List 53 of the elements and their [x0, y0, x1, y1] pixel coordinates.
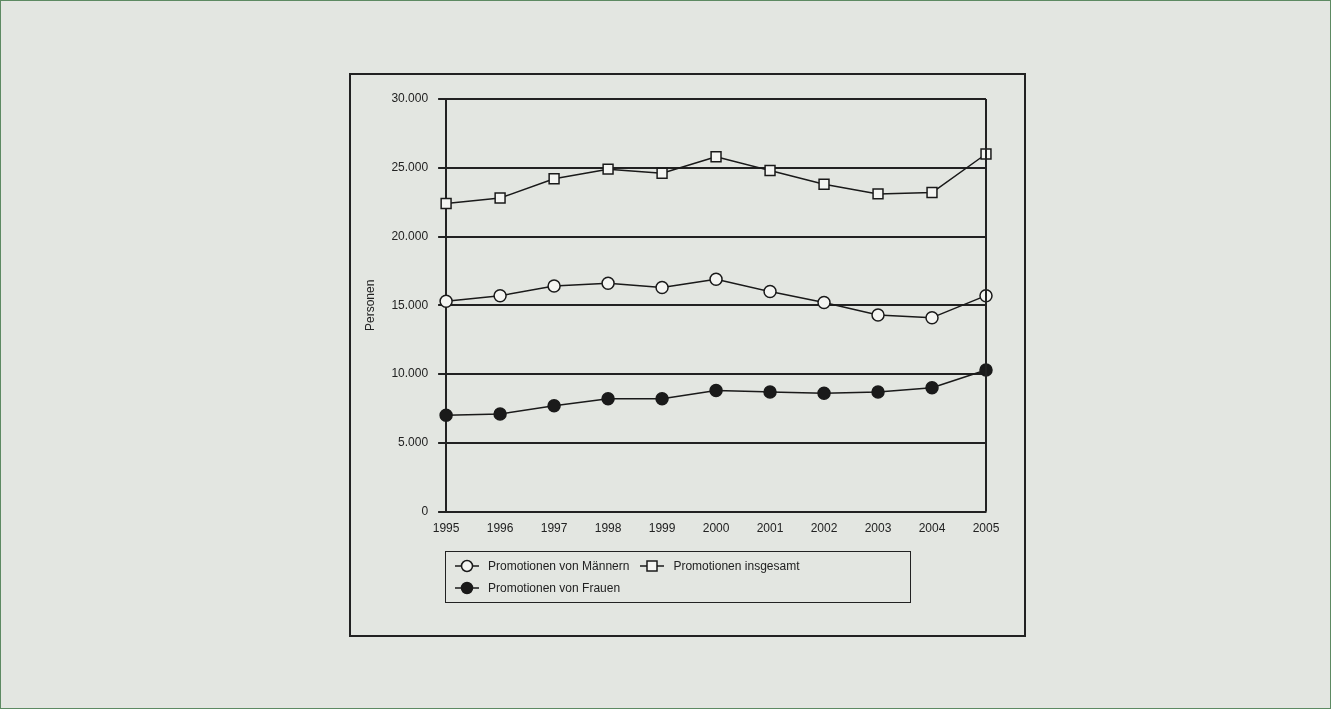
point	[818, 178, 830, 190]
point	[655, 280, 669, 295]
legend-label: Promotionen von Männern	[488, 559, 630, 573]
x-tick-label: 2000	[702, 521, 730, 536]
x-tick-label: 2003	[864, 521, 892, 536]
point	[872, 188, 884, 200]
x-tick-label: 2001	[756, 521, 784, 536]
point	[547, 398, 561, 413]
y-tick-label: 25.000	[391, 160, 429, 175]
point	[493, 407, 507, 421]
point	[871, 385, 885, 399]
point	[439, 408, 453, 423]
point	[602, 163, 614, 175]
point	[709, 383, 723, 398]
x-tick-label: 1997	[540, 521, 568, 536]
point	[817, 295, 831, 310]
y-tick-label: 15.000	[391, 297, 429, 312]
x-tick-label: 2004	[918, 521, 946, 536]
point	[926, 186, 938, 199]
point	[871, 308, 885, 322]
x-tick-label: 1995	[432, 521, 460, 536]
y-tick-label: 20.000	[391, 228, 429, 243]
x-tick-label: 1999	[648, 521, 676, 536]
point	[980, 148, 992, 160]
point	[656, 167, 668, 179]
point	[925, 381, 939, 395]
y-tick-label: 10.000	[391, 366, 429, 381]
point	[763, 385, 777, 399]
x-tick-label: 2002	[810, 521, 838, 536]
point	[710, 151, 722, 163]
point	[601, 276, 615, 291]
point	[493, 288, 507, 303]
point	[655, 392, 669, 406]
point	[439, 294, 453, 308]
y-tick-label: 30.000	[391, 91, 429, 106]
y-tick-label: 0	[421, 503, 429, 518]
point	[817, 386, 831, 401]
legend-label: Promotionen insgesamt	[673, 559, 800, 573]
x-tick-label: 2005	[972, 521, 1000, 536]
point	[601, 392, 615, 406]
point	[548, 173, 560, 185]
legend-label: Promotionen von Frauen	[488, 581, 621, 595]
point	[764, 164, 776, 177]
x-tick-label: 1998	[594, 521, 622, 536]
point	[440, 197, 452, 210]
x-tick-label: 1996	[486, 521, 514, 536]
y-axis-title: Personen	[362, 279, 377, 331]
point	[925, 310, 939, 325]
point	[763, 284, 777, 299]
point	[547, 279, 561, 293]
point	[494, 192, 506, 204]
point	[709, 272, 723, 286]
y-tick-label: 5.000	[398, 435, 429, 450]
